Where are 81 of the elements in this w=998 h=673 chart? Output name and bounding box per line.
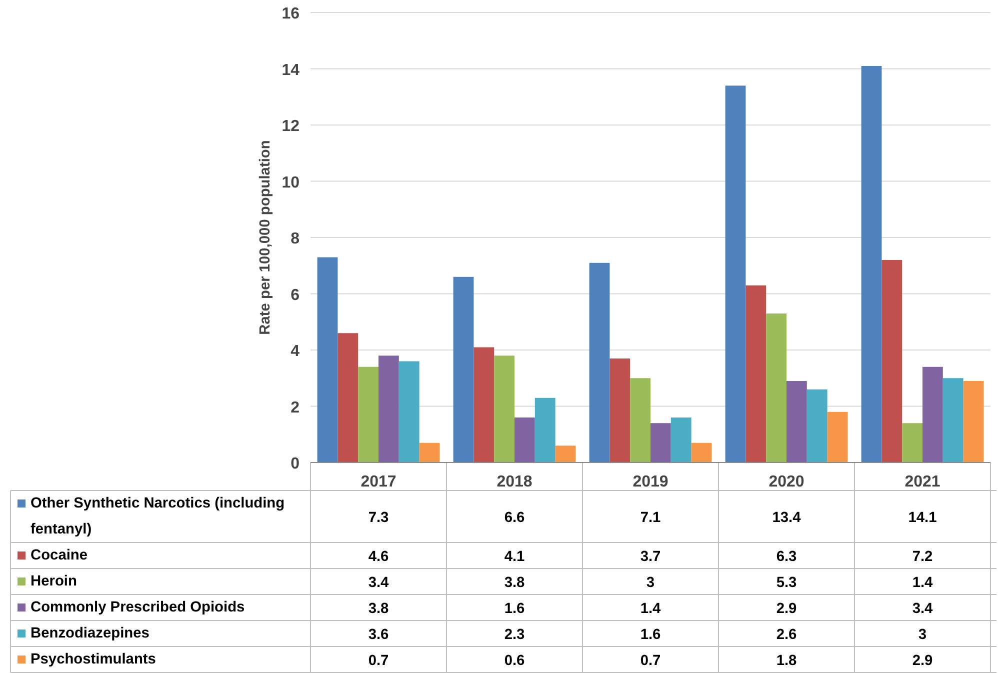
data-label: 1.6 (640, 627, 661, 643)
y-tick-label: 16 (282, 6, 300, 22)
bar (691, 442, 712, 462)
data-label: 7.1 (640, 510, 661, 526)
data-label: 7.2 (912, 549, 933, 565)
bar (398, 361, 420, 462)
legend-label: Benzodiazepines (30, 626, 150, 642)
bar (589, 262, 610, 462)
y-tick-label: 10 (282, 174, 300, 192)
data-label: 4.1 (504, 549, 525, 565)
bar (494, 356, 514, 462)
bar (746, 285, 766, 462)
bar (725, 86, 746, 462)
bar (806, 389, 828, 462)
bar (827, 412, 848, 462)
data-label: 0.7 (640, 653, 661, 669)
data-label: 3.8 (504, 575, 525, 591)
bar (555, 446, 576, 462)
data-label: 4.6 (368, 549, 389, 565)
data-label: 1.4 (912, 575, 934, 591)
x-tick-label: 2020 (768, 474, 804, 490)
bar (358, 366, 378, 462)
data-label: 2.9 (776, 601, 797, 617)
x-tick-label: 2021 (904, 474, 940, 490)
bar (610, 358, 630, 462)
data-label: 6.3 (776, 549, 797, 565)
bar (514, 418, 535, 462)
y-axis-title: Rate per 100,000 population (258, 140, 274, 335)
y-tick-label: 0 (290, 456, 300, 472)
data-label: 0.6 (504, 653, 525, 669)
x-tick-label: 2017 (360, 474, 396, 490)
bar (453, 276, 474, 462)
data-label: 3.6 (368, 627, 389, 643)
y-tick-label: 2 (290, 399, 300, 416)
bar (474, 347, 494, 462)
data-label: 3.7 (640, 549, 661, 565)
legend-label: Heroin (30, 574, 77, 590)
bar (902, 423, 922, 462)
x-tick-label: 2019 (632, 474, 668, 490)
bar (861, 66, 882, 462)
data-label: 0.7 (368, 653, 389, 669)
bar (882, 260, 902, 462)
y-tick-label: 8 (290, 230, 300, 248)
data-label: 14.1 (908, 510, 937, 526)
data-label: 1.4 (640, 601, 662, 617)
legend-label: Commonly Prescribed Opioids (30, 600, 245, 616)
bar (338, 333, 358, 462)
data-label: 3 (918, 627, 927, 643)
y-tick-label: 4 (290, 343, 300, 360)
data-label: 2.6 (776, 627, 797, 643)
bar (317, 257, 338, 462)
x-tick-label: 2018 (496, 474, 532, 490)
data-label: 3.4 (912, 601, 934, 617)
legend-label: Other Synthetic Narcotics (including fentanyl) (30, 496, 285, 538)
bar (670, 418, 692, 462)
bar (922, 366, 943, 462)
bar (378, 356, 399, 462)
data-label: 3.8 (368, 601, 389, 617)
data-label: 2.3 (504, 627, 525, 643)
data-label: 6.6 (504, 510, 525, 526)
bar (766, 313, 786, 462)
data-label: 3.4 (368, 575, 390, 591)
data-label: 13.4 (772, 510, 802, 526)
data-label: 7.3 (368, 510, 389, 526)
y-tick-label: 14 (282, 62, 300, 79)
data-label: 3 (646, 575, 655, 591)
bar (786, 380, 807, 462)
data-label: 5.3 (776, 575, 797, 591)
y-tick-label: 6 (290, 286, 300, 304)
legend-label: Cocaine (30, 548, 88, 564)
bar (419, 442, 440, 462)
y-tick-label: 12 (282, 118, 300, 135)
bar (963, 380, 984, 462)
data-label: 2.9 (912, 653, 933, 669)
legend-label: Psychostimulants (30, 652, 156, 668)
bar (942, 378, 964, 462)
data-label: 1.6 (504, 601, 525, 617)
bar (630, 378, 650, 462)
bar (650, 423, 671, 462)
data-label: 1.8 (776, 653, 797, 669)
bar (534, 398, 556, 462)
